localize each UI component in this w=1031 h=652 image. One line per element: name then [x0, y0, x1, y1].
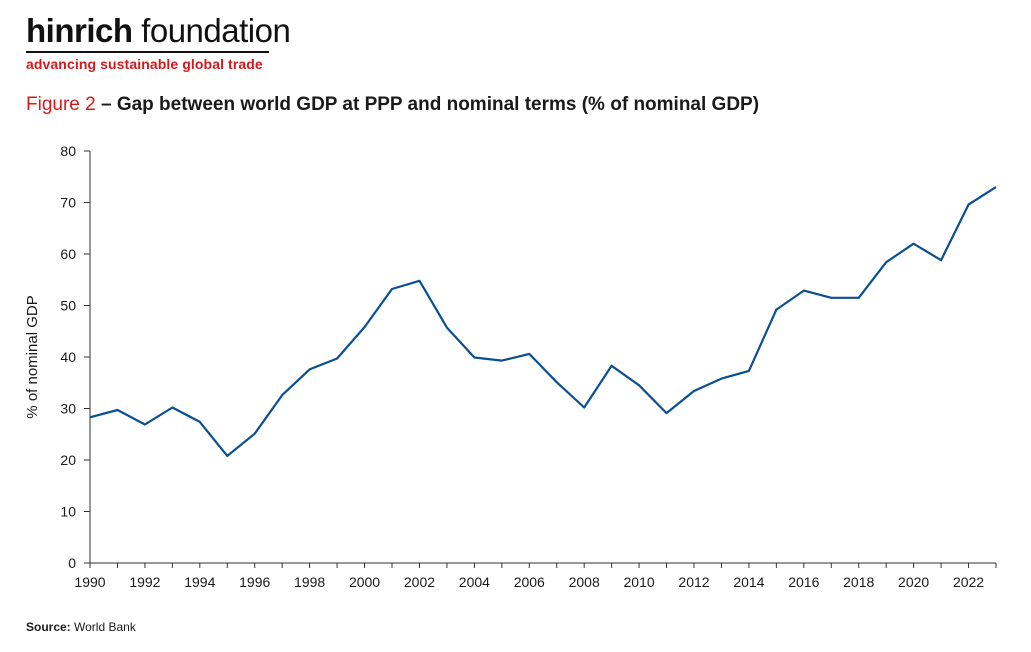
x-tick-label: 1994	[184, 574, 215, 590]
y-tick-label: 50	[60, 298, 76, 314]
y-tick-label: 70	[60, 195, 76, 211]
brand-name: hinrich foundation	[26, 12, 291, 50]
x-tick-label: 2010	[624, 574, 655, 590]
brand-name-bold: hinrich	[26, 12, 133, 49]
y-tick-label: 60	[60, 246, 76, 262]
x-tick-label: 2022	[953, 574, 984, 590]
x-tick-label: 2016	[788, 574, 819, 590]
x-tick-label: 2014	[733, 574, 764, 590]
brand-logo: hinrich foundation advancing sustainable…	[26, 12, 291, 72]
y-tick-label: 20	[60, 452, 76, 468]
x-tick-label: 1996	[239, 574, 270, 590]
brand-underline	[26, 51, 269, 53]
x-tick-label: 1990	[74, 574, 105, 590]
x-tick-label: 2000	[349, 574, 380, 590]
source-label: Source:	[26, 620, 71, 634]
y-tick-label: 80	[60, 143, 76, 159]
figure-title: Figure 2 – Gap between world GDP at PPP …	[26, 94, 759, 116]
series-line	[89, 186, 997, 457]
brand-name-regular: foundation	[132, 12, 291, 49]
figure-label: Figure 2	[26, 94, 96, 115]
x-tick-label: 1992	[129, 574, 160, 590]
y-tick-label: 40	[60, 349, 76, 365]
brand-tagline: advancing sustainable global trade	[26, 56, 263, 72]
y-tick-label: 10	[60, 504, 76, 520]
x-tick-label: 2006	[514, 574, 545, 590]
x-tick-label: 2004	[459, 574, 490, 590]
y-tick-label: 30	[60, 401, 76, 417]
x-tick-label: 2008	[569, 574, 600, 590]
y-tick-label: 0	[68, 555, 76, 571]
y-axis-label: % of nominal GDP	[24, 295, 41, 418]
x-tick-label: 2002	[404, 574, 435, 590]
x-tick-label: 2018	[843, 574, 874, 590]
x-tick-label: 1998	[294, 574, 325, 590]
source-note: Source: World Bank	[26, 620, 136, 634]
figure-title-text: – Gap between world GDP at PPP and nomin…	[95, 94, 760, 115]
source-text: World Bank	[70, 620, 136, 634]
x-tick-label: 2020	[898, 574, 929, 590]
x-tick-label: 2012	[678, 574, 709, 590]
